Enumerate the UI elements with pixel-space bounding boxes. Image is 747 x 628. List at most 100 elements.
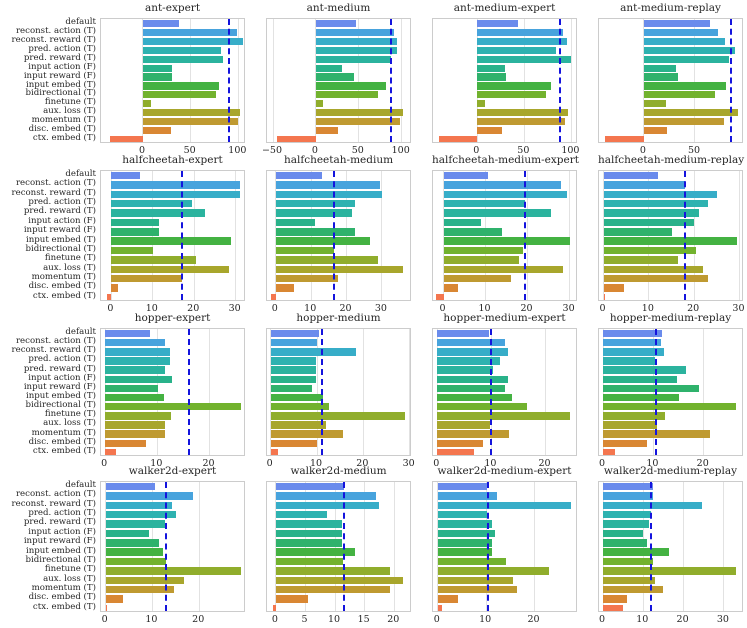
bar-ctx-embed-T- xyxy=(109,135,143,142)
bar-disc-embed-T- xyxy=(111,284,118,292)
y-tick-label: aux. loss (T) xyxy=(43,262,96,273)
bar-reconst-action-T- xyxy=(105,492,194,500)
gridline xyxy=(208,329,210,455)
bar-momentum-T- xyxy=(111,274,182,283)
gridline xyxy=(527,171,529,300)
bar-input-action-F- xyxy=(643,64,676,72)
bar-default xyxy=(437,482,488,491)
bar-pred-reward-T- xyxy=(142,55,224,63)
x-tick-label: 20 xyxy=(187,303,200,314)
reference-line xyxy=(559,19,562,142)
bar-reconst-reward-T- xyxy=(603,190,717,199)
y-tick-label: input embed (T) xyxy=(26,234,96,245)
gridline xyxy=(409,329,410,455)
gridline xyxy=(534,482,535,611)
bar-pred-reward-T- xyxy=(275,520,343,528)
y-tick-label: input action (F) xyxy=(28,61,96,72)
bar-input-action-F- xyxy=(275,529,343,538)
y-tick-label: default xyxy=(65,480,96,490)
bar-momentum-T- xyxy=(270,430,343,438)
bar-momentum-T- xyxy=(275,274,338,283)
y-tick-label: input embed (T) xyxy=(26,79,96,90)
gridline xyxy=(381,171,383,300)
plot-area-hopper-expert xyxy=(100,328,245,456)
bar-aux-loss-T- xyxy=(603,576,656,584)
bar-pred-reward-T- xyxy=(643,55,729,63)
bar-pred-action-T- xyxy=(111,200,193,208)
bar-bidirectional-T- xyxy=(443,246,524,255)
gridline xyxy=(723,482,725,611)
bar-input-action-F- xyxy=(275,218,315,227)
bar-finetune-T- xyxy=(603,412,666,420)
bar-aux-loss-T- xyxy=(275,265,404,273)
plot-area-walker2d-medium-expert xyxy=(432,481,577,612)
bar-finetune-T- xyxy=(111,256,197,264)
gridline xyxy=(703,329,705,455)
bar-pred-action-T- xyxy=(275,200,356,208)
x-tick-label: 20 xyxy=(687,303,700,314)
bar-reconst-reward-T- xyxy=(275,190,382,199)
bar-reconst-action-T- xyxy=(603,339,662,347)
bar-aux-loss-T- xyxy=(477,109,568,117)
y-tick-label: reconst. reward (T) xyxy=(11,34,97,45)
chart-title-walker2d-medium-expert: walker2d-medium-expert xyxy=(437,465,572,477)
bar-bidirectional-T- xyxy=(275,557,343,566)
gridline xyxy=(570,19,572,142)
bar-pred-reward-T- xyxy=(437,366,493,374)
reference-line xyxy=(729,19,732,142)
bar-disc-embed-T- xyxy=(275,284,294,292)
bar-momentum-T- xyxy=(275,585,390,594)
bar-input-reward-F- xyxy=(275,228,356,236)
y-tick-label: pred. action (T) xyxy=(28,508,96,519)
bar-reconst-action-T- xyxy=(275,181,381,189)
bar-input-reward-F- xyxy=(437,539,493,547)
reference-line xyxy=(524,171,527,300)
x-tick-label: 0 xyxy=(433,614,440,625)
bar-reconst-action-T- xyxy=(443,181,562,189)
plot-area-ant-medium-replay xyxy=(598,18,743,143)
bar-momentum-T- xyxy=(437,585,517,594)
x-tick-label: 20 xyxy=(527,614,540,625)
y-tick-label: pred. action (T) xyxy=(28,354,96,365)
chart-title-ant-medium-replay: ant-medium-replay xyxy=(620,2,721,14)
gridline xyxy=(198,482,200,611)
bar-bidirectional-T- xyxy=(270,403,329,411)
bar-finetune-T- xyxy=(315,100,323,108)
chart-title-walker2d-medium-replay: walker2d-medium-replay xyxy=(603,465,738,477)
bar-ctx-embed-T- xyxy=(438,135,478,142)
reference-line xyxy=(490,329,493,455)
bar-aux-loss-T- xyxy=(603,265,704,273)
bar-pred-action-T- xyxy=(105,357,171,365)
bar-pred-reward-T- xyxy=(111,209,205,217)
x-tick-label: 50 xyxy=(351,145,364,156)
y-tick-label: ctx. embed (T) xyxy=(32,445,96,456)
bar-input-action-F- xyxy=(105,375,172,383)
bar-ctx-embed-T- xyxy=(603,448,615,455)
bar-momentum-T- xyxy=(437,430,510,438)
bar-reconst-action-T- xyxy=(315,28,394,36)
bar-reconst-action-T- xyxy=(275,492,377,500)
y-tick-label: ctx. embed (T) xyxy=(32,290,96,301)
y-tick-label: reconst. reward (T) xyxy=(11,345,97,356)
bar-input-action-F- xyxy=(270,375,316,383)
gridline xyxy=(693,171,695,300)
reference-line xyxy=(650,482,653,611)
x-tick-label: 30 xyxy=(732,303,745,314)
y-tick-label: bidirectional (T) xyxy=(25,243,96,254)
chart-title-halfcheetah-medium-expert: halfcheetah-medium-expert xyxy=(432,154,579,166)
bar-aux-loss-T- xyxy=(111,265,230,273)
bar-ctx-embed-T- xyxy=(105,604,108,611)
y-tick-label: finetune (T) xyxy=(44,409,96,420)
bar-input-reward-F- xyxy=(105,384,159,393)
bar-aux-loss-T- xyxy=(315,109,403,117)
bar-finetune-T- xyxy=(437,412,570,420)
bar-input-action-F- xyxy=(105,529,149,538)
x-tick-label: 100 xyxy=(391,145,410,156)
y-tick-label: input action (F) xyxy=(28,215,96,226)
gridline xyxy=(190,19,192,142)
bar-aux-loss-T- xyxy=(105,421,166,429)
gridline xyxy=(545,329,547,455)
bar-bidirectional-T- xyxy=(437,557,507,566)
bar-ctx-embed-T- xyxy=(605,135,644,142)
